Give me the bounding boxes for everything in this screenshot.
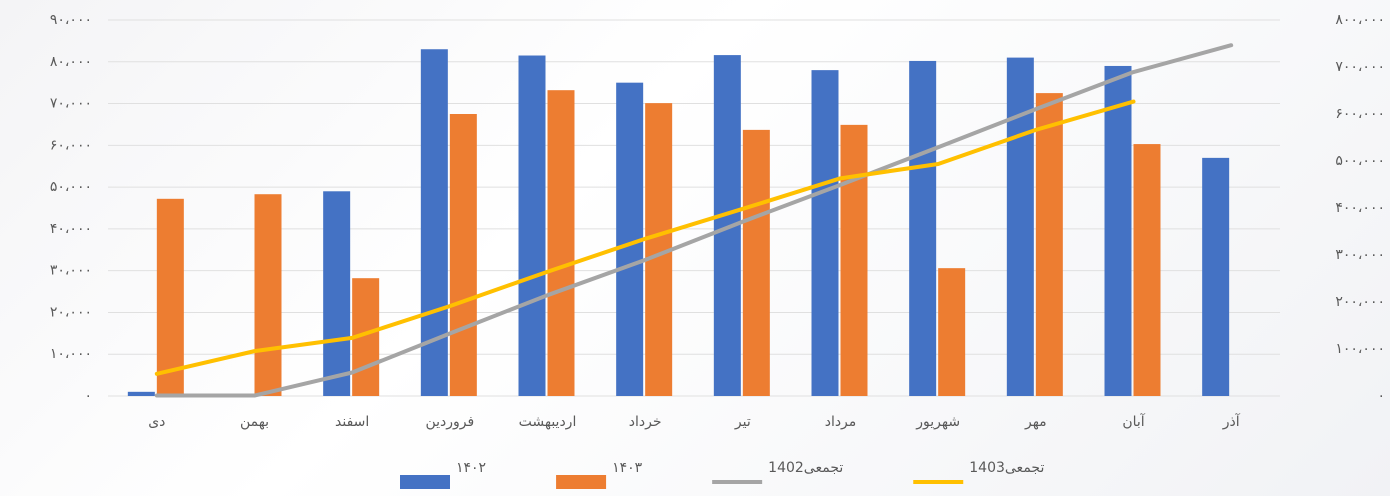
x-tick-label: دی: [148, 414, 165, 430]
bar: [127, 391, 155, 396]
x-tick-label: آبان: [1122, 413, 1145, 430]
y2-tick-label: ۳۰۰،۰۰۰: [1335, 247, 1385, 263]
y2-tick-label: ۲۰۰،۰۰۰: [1335, 294, 1385, 310]
y-tick-label: ۷۰،۰۰۰: [50, 96, 92, 112]
line: [154, 43, 1234, 398]
x-tick-label: فروردین: [425, 414, 474, 430]
legend-label: ۱۴۰۳: [612, 460, 643, 476]
y-tick-label: ۸۰،۰۰۰: [50, 54, 92, 70]
y-tick-label: ۵۰،۰۰۰: [50, 179, 92, 195]
bar: [1133, 144, 1161, 396]
bar: [518, 55, 546, 397]
y2-tick-label: ۵۰۰،۰۰۰: [1335, 153, 1385, 169]
x-tick-label: مهر: [1024, 414, 1047, 430]
bar: [1035, 93, 1063, 396]
x-tick-label: تیر: [734, 414, 751, 430]
x-tick-label: آذر: [1222, 413, 1241, 430]
y2-tick-label: ۶۰۰،۰۰۰: [1335, 106, 1385, 122]
x-tick-label: شهریور: [915, 414, 960, 430]
bar: [811, 70, 839, 396]
legend-label: ۱۴۰۲: [456, 460, 486, 476]
legend-swatch: [556, 475, 607, 489]
y-tick-label: ۲۰،۰۰۰: [50, 304, 92, 320]
y2-tick-label: ۸۰۰،۰۰۰: [1335, 12, 1385, 28]
legend-swatch: [400, 475, 450, 489]
bar: [1104, 65, 1132, 396]
y2-tick-label: ۱۰۰،۰۰۰: [1335, 341, 1385, 357]
y2-tick-label: ۰: [1377, 388, 1385, 404]
x-tick-label: مرداد: [825, 414, 857, 430]
legend-label: تجمعی1403: [969, 460, 1044, 476]
y-tick-label: ۴۰،۰۰۰: [50, 221, 92, 237]
x-tick-label: خرداد: [629, 414, 662, 430]
bar: [547, 90, 575, 396]
bar: [156, 198, 184, 396]
bar: [323, 191, 351, 396]
y2-tick-label: ۷۰۰،۰۰۰: [1335, 59, 1385, 75]
bar: [938, 268, 966, 396]
x-tick-label: بهمن: [240, 414, 269, 430]
y-tick-label: ۳۰،۰۰۰: [50, 263, 92, 279]
line: [154, 99, 1136, 376]
bar: [1006, 57, 1034, 396]
bar: [840, 124, 868, 397]
bar: [449, 114, 477, 396]
bar: [1202, 157, 1230, 396]
bar: [909, 60, 937, 396]
y-tick-label: ۹۰،۰۰۰: [50, 12, 92, 28]
legend-label: تجمعی1402: [768, 460, 843, 476]
y-tick-label: ۰: [84, 388, 92, 404]
x-tick-label: اردیبهشت: [519, 414, 577, 430]
y2-tick-label: ۴۰۰،۰۰۰: [1335, 200, 1385, 216]
y-tick-label: ۱۰،۰۰۰: [50, 346, 92, 362]
y-tick-label: ۶۰،۰۰۰: [50, 137, 92, 153]
bar: [742, 129, 770, 396]
bar: [254, 194, 282, 396]
x-tick-label: اسفند: [335, 414, 369, 430]
